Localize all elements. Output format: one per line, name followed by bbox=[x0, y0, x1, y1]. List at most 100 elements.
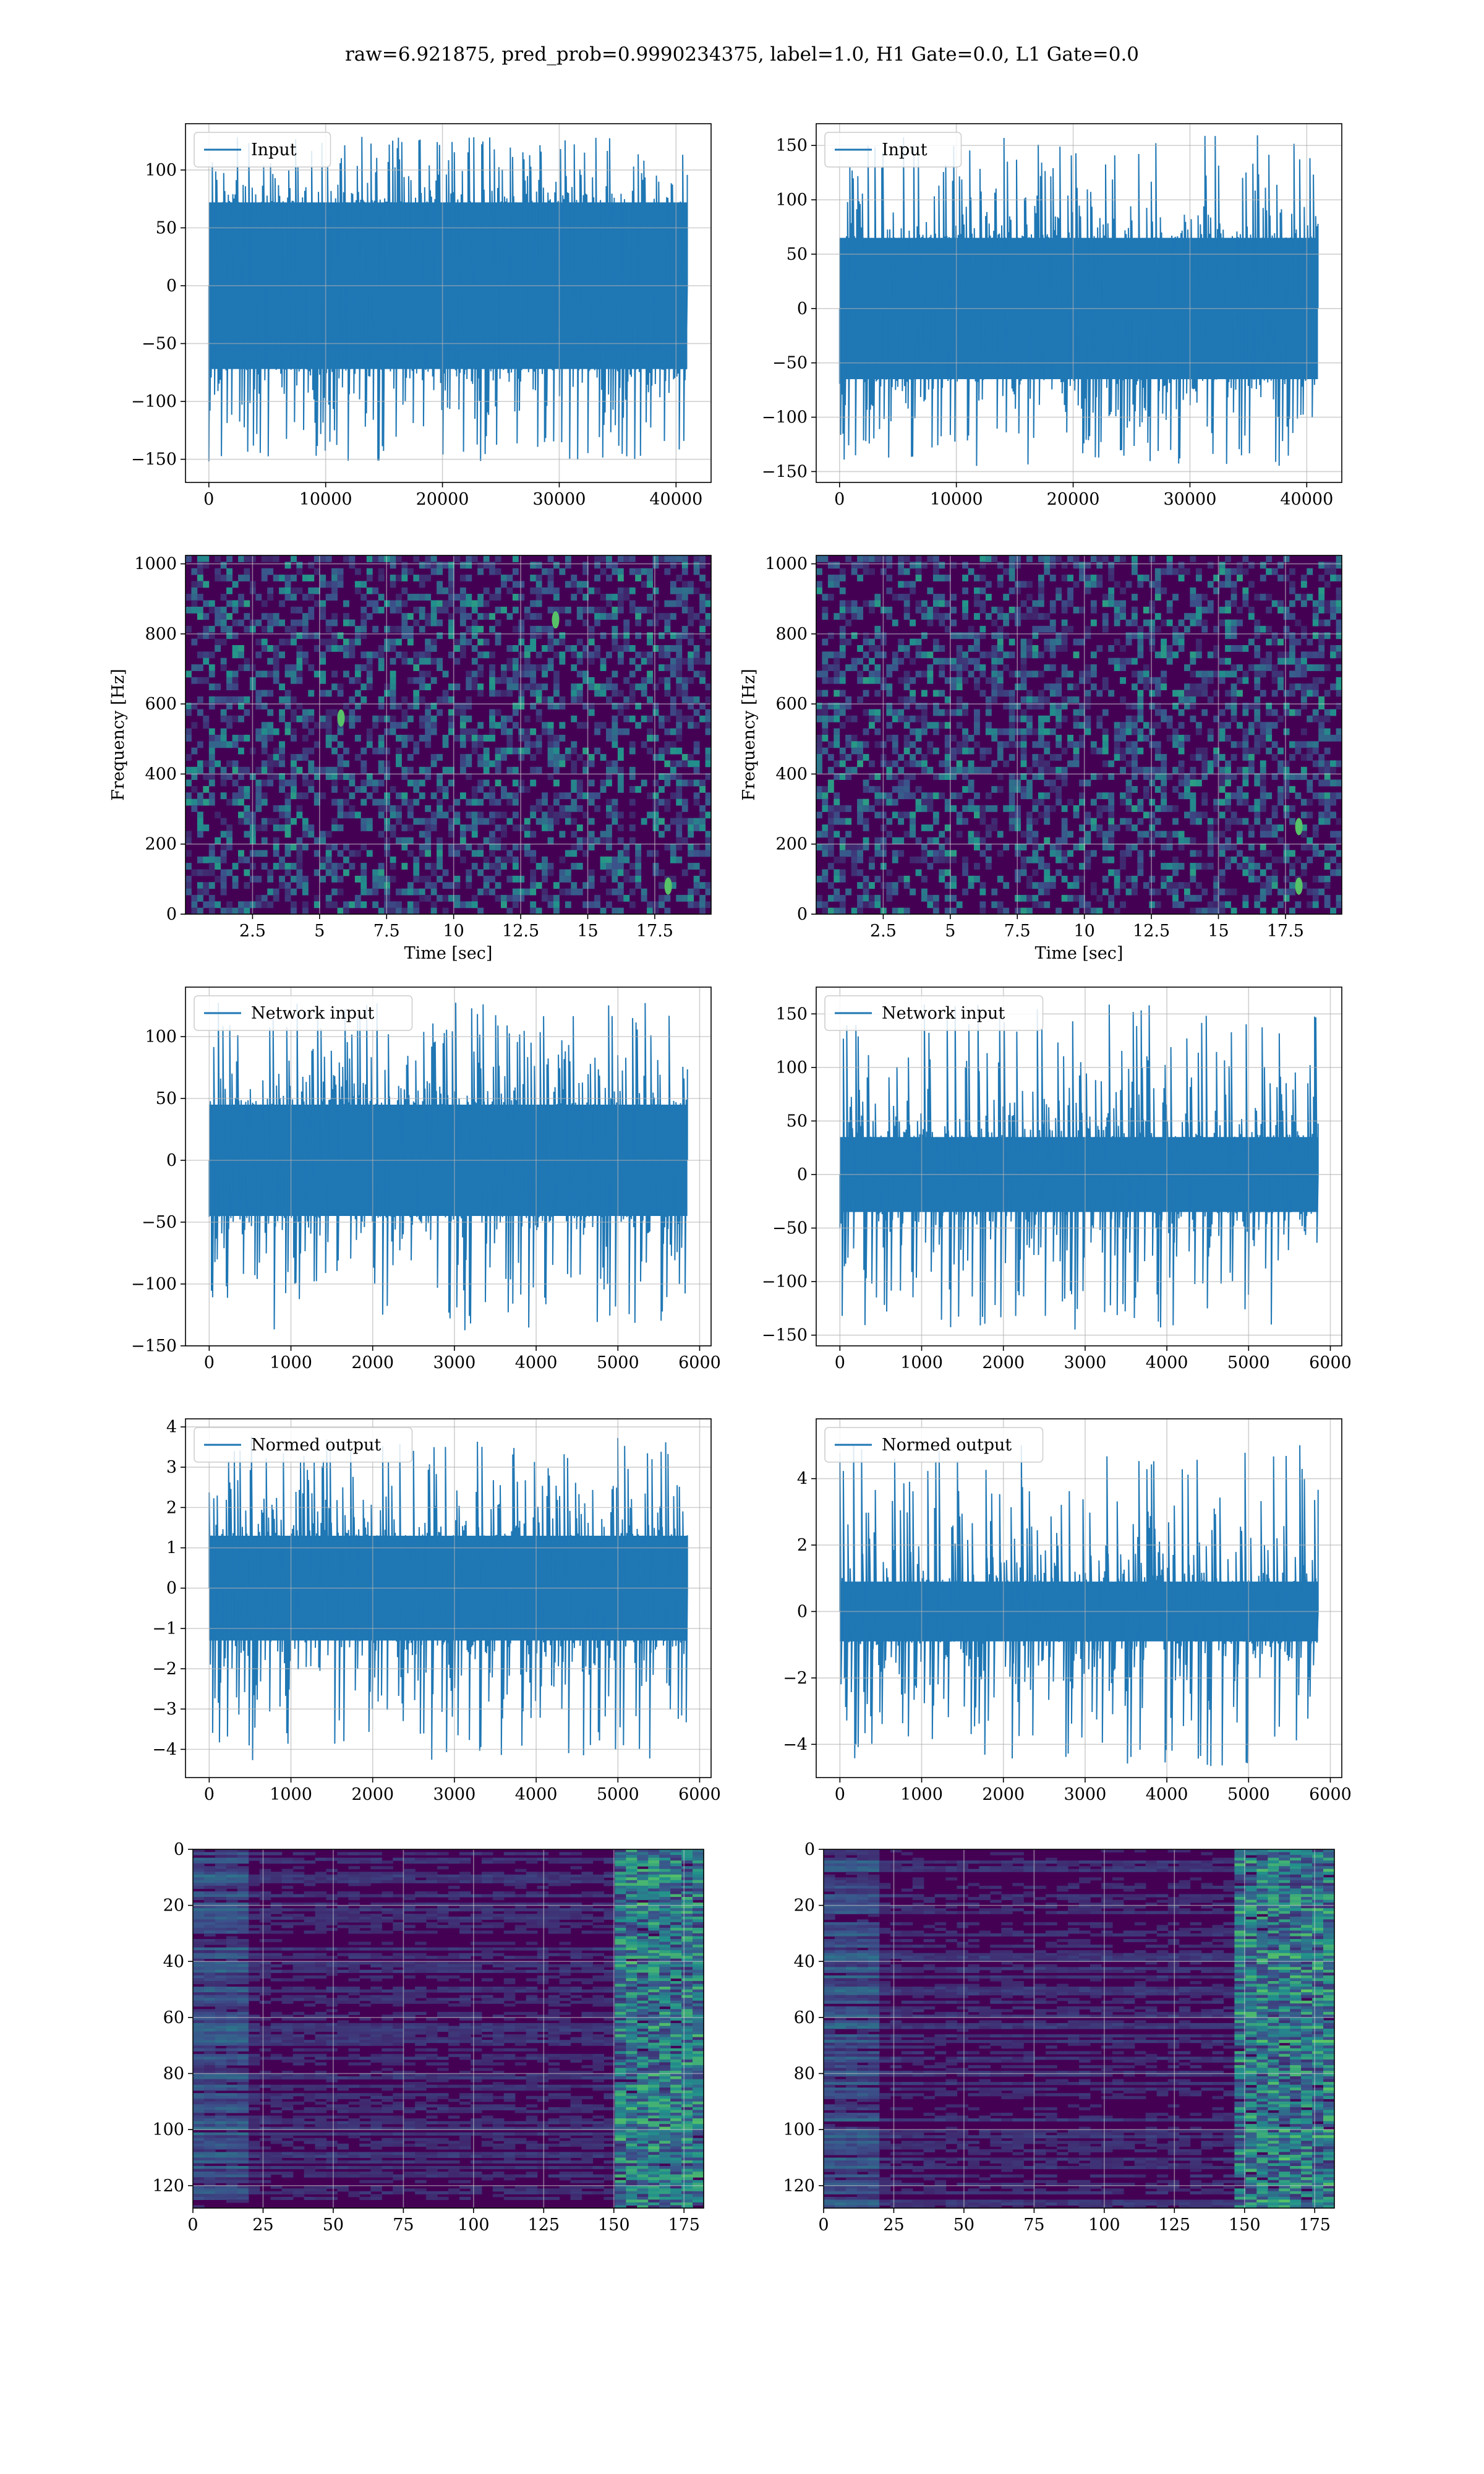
heatmap-cell bbox=[927, 901, 934, 909]
y-tick-label: −3 bbox=[152, 1700, 177, 1719]
heatmap-cell bbox=[378, 875, 385, 883]
heatmap-cell bbox=[501, 670, 507, 678]
heatmap-cell bbox=[343, 747, 349, 755]
heatmap-cell bbox=[396, 555, 402, 562]
heatmap-cell bbox=[248, 1852, 260, 1856]
heatmap-cell bbox=[1312, 651, 1319, 659]
heatmap-cell bbox=[1090, 670, 1097, 678]
heatmap-cell bbox=[1266, 664, 1273, 671]
heatmap-cell bbox=[623, 869, 630, 876]
heatmap-cell bbox=[991, 785, 998, 793]
heatmap-cell bbox=[944, 805, 951, 812]
heatmap-cell bbox=[232, 600, 239, 607]
heatmap-cell bbox=[215, 760, 221, 768]
heatmap-cell bbox=[985, 581, 992, 588]
heatmap-cell bbox=[413, 690, 420, 697]
spectrogram-hotspot bbox=[552, 611, 560, 629]
heatmap-cell bbox=[1336, 664, 1342, 671]
heatmap-cell bbox=[378, 703, 385, 710]
heatmap-cell bbox=[1225, 824, 1231, 831]
heatmap-cell bbox=[489, 728, 495, 735]
heatmap-cell bbox=[360, 888, 367, 896]
heatmap-cell bbox=[1161, 792, 1167, 800]
heatmap-cell bbox=[1020, 747, 1027, 755]
heatmap-cell bbox=[477, 568, 484, 575]
heatmap-cell bbox=[571, 850, 578, 857]
heatmap-cell bbox=[1195, 575, 1202, 581]
heatmap-cell bbox=[331, 581, 338, 588]
heatmap-cell bbox=[1108, 568, 1115, 575]
heatmap-cell bbox=[390, 811, 396, 819]
heatmap-cell bbox=[1085, 728, 1091, 735]
heatmap-cell bbox=[1114, 747, 1120, 755]
heatmap-cell bbox=[565, 875, 571, 883]
heatmap-cell bbox=[1260, 766, 1266, 774]
heatmap-cell bbox=[1038, 575, 1044, 581]
heatmap-cell bbox=[979, 901, 986, 909]
heatmap-cell bbox=[921, 894, 927, 902]
heatmap-cell bbox=[827, 818, 834, 825]
heatmap-cell bbox=[582, 703, 589, 710]
heatmap-cell bbox=[1336, 645, 1342, 652]
heatmap-cell bbox=[588, 606, 595, 614]
heatmap-cell bbox=[1009, 798, 1015, 806]
heatmap-cell bbox=[617, 837, 624, 844]
heatmap-cell bbox=[489, 613, 495, 620]
heatmap-cell bbox=[968, 798, 974, 806]
heatmap-cell bbox=[320, 581, 326, 588]
heatmap-cell bbox=[874, 850, 881, 857]
heatmap-cell bbox=[1242, 670, 1249, 678]
heatmap-cell bbox=[1102, 619, 1109, 627]
heatmap-cell bbox=[979, 587, 986, 594]
heatmap-cell bbox=[553, 562, 560, 569]
heatmap-cell bbox=[927, 613, 934, 620]
heatmap-cell bbox=[886, 683, 893, 690]
heatmap-cell bbox=[1108, 831, 1115, 838]
heatmap-cell bbox=[1166, 837, 1173, 844]
heatmap-cell bbox=[944, 677, 951, 684]
y-tick-label: 1000 bbox=[134, 555, 177, 574]
heatmap-cells bbox=[193, 1849, 704, 2209]
heatmap-cell bbox=[863, 901, 869, 909]
heatmap-cell bbox=[273, 575, 279, 581]
heatmap-cell bbox=[524, 844, 531, 850]
heatmap-cell bbox=[659, 747, 665, 755]
heatmap-cell bbox=[503, 1857, 516, 1861]
heatmap-cell bbox=[535, 863, 542, 870]
heatmap-cell bbox=[542, 869, 548, 876]
heatmap-cell bbox=[1248, 831, 1255, 838]
heatmap-cell bbox=[693, 1860, 704, 1864]
heatmap-cell bbox=[991, 696, 998, 703]
heatmap-cell bbox=[898, 785, 905, 793]
heatmap-cell bbox=[1067, 625, 1073, 633]
heatmap-cell bbox=[226, 1860, 238, 1864]
heatmap-cell bbox=[238, 773, 244, 780]
heatmap-cell bbox=[1108, 657, 1115, 665]
heatmap-cell bbox=[979, 766, 986, 774]
heatmap-cell bbox=[1049, 882, 1056, 889]
heatmap-cell bbox=[466, 728, 472, 735]
heatmap-cell bbox=[401, 696, 408, 703]
heatmap-cell bbox=[390, 703, 396, 710]
heatmap-cell bbox=[331, 901, 338, 909]
spectrogram-hotspot bbox=[337, 709, 345, 727]
heatmap-cell bbox=[857, 645, 863, 652]
heatmap-cell bbox=[442, 811, 449, 819]
heatmap-cell bbox=[822, 703, 829, 710]
heatmap-cell bbox=[681, 1852, 693, 1856]
heatmap-cell bbox=[489, 837, 495, 844]
heatmap-cell bbox=[1154, 677, 1161, 684]
heatmap-cell bbox=[845, 850, 852, 857]
heatmap-cell bbox=[1330, 811, 1336, 819]
heatmap-cell bbox=[915, 575, 922, 581]
heatmap-cell bbox=[863, 844, 869, 850]
heatmap-cell bbox=[1266, 606, 1273, 614]
heatmap-cell bbox=[267, 779, 274, 787]
heatmap-cell bbox=[968, 785, 974, 793]
heatmap-cell bbox=[313, 568, 320, 575]
heatmap-cell bbox=[659, 882, 665, 889]
heatmap-cell bbox=[426, 1857, 438, 1861]
heatmap-cell bbox=[1312, 850, 1319, 857]
heatmap-cell bbox=[1038, 581, 1044, 588]
